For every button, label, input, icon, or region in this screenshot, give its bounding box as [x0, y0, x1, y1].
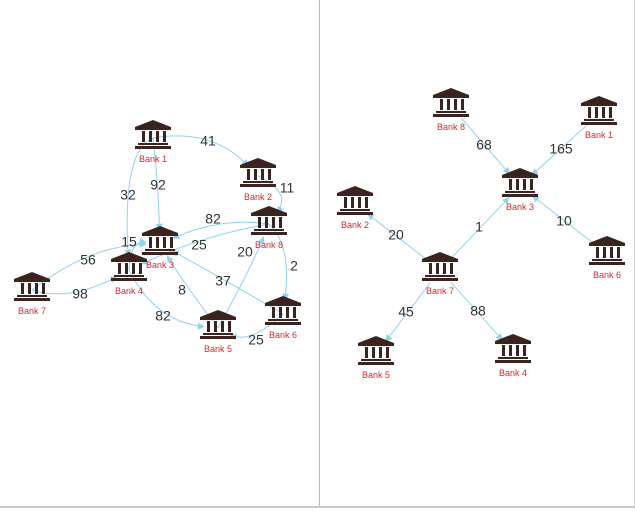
node-label: Bank 5	[204, 344, 232, 354]
node-label: Bank 1	[139, 154, 167, 164]
node-bank-7[interactable]: Bank 7	[422, 252, 458, 296]
bank-building-icon	[14, 272, 50, 301]
edge-bank-6-to-bank-3	[171, 250, 284, 315]
edge-bank-7-to-bank-5	[385, 282, 431, 342]
edge-weight-label: 10	[556, 213, 572, 229]
edge-bank-7-to-bank-2	[367, 213, 428, 261]
node-bank-8[interactable]: Bank 8	[433, 88, 469, 132]
bank-building-icon	[358, 336, 394, 365]
edge-bank-6-to-bank-5	[229, 313, 284, 341]
node-bank-1[interactable]: Bank 1	[581, 96, 617, 140]
node-bank-6[interactable]: Bank 6	[589, 236, 625, 280]
edge-bank-6-to-bank-3	[532, 195, 595, 245]
edge-bank-8-to-bank-3	[461, 117, 511, 175]
bank-building-icon	[240, 158, 276, 187]
edge-bank-7-to-bank-3	[450, 197, 510, 259]
node-label: Bank 4	[499, 368, 527, 378]
edge-weight-label: 20	[388, 227, 404, 243]
edge-weight-label: 1	[475, 219, 483, 235]
node-bank-6[interactable]: Bank 6	[265, 296, 301, 340]
edge-weight-label: 56	[80, 252, 96, 268]
edge-labels-layer: 68 165 10 1 20 45 88	[388, 137, 573, 320]
bank-building-icon	[265, 296, 301, 325]
edge-labels-layer: 41 92 32 11 82 25 2 20 37 56 98 15 82 8 25	[72, 133, 298, 348]
bank-building-icon	[337, 186, 373, 215]
edge-weight-label: 68	[476, 137, 492, 153]
edge-weight-label: 25	[248, 332, 264, 348]
nodes-layer: Bank 8 Bank 1 Bank 3 Bank 2 Bank 6 Bank 7 Bank…	[337, 88, 625, 380]
node-label: Bank 3	[146, 260, 174, 270]
edge-weight-label: 11	[280, 180, 295, 196]
bottom-edge-border	[0, 506, 635, 508]
edge-bank-4-to-bank-3	[128, 237, 147, 271]
node-label: Bank 6	[593, 270, 621, 280]
edge-weight-label: 45	[398, 304, 414, 320]
node-label: Bank 7	[18, 306, 46, 316]
edge-weight-label: 25	[191, 237, 207, 253]
edge-weight-label: 98	[72, 286, 88, 302]
edge-weight-label: 15	[121, 234, 137, 250]
edge-weight-label: 37	[215, 273, 231, 289]
bank-building-icon	[495, 334, 531, 363]
left-graph-panel: Bank 1 Bank 2 Bank 3 Bank 4 Bank 5 Bank 6 Bank…	[14, 120, 301, 354]
panel-divider	[319, 0, 320, 508]
edges-layer	[367, 117, 595, 342]
node-bank-2[interactable]: Bank 2	[337, 186, 373, 230]
edge-weight-label: 82	[155, 308, 171, 324]
edge-weight-label: 8	[178, 282, 186, 298]
node-bank-1[interactable]: Bank 1	[135, 120, 171, 164]
node-bank-5[interactable]: Bank 5	[200, 310, 236, 354]
node-bank-4[interactable]: Bank 4	[111, 252, 147, 296]
node-bank-4[interactable]: Bank 4	[495, 334, 531, 378]
bank-building-icon	[111, 252, 147, 281]
bank-building-icon	[251, 206, 287, 235]
edge-weight-label: 2	[290, 258, 298, 274]
node-bank-8[interactable]: Bank 8	[251, 206, 287, 250]
node-label: Bank 6	[269, 330, 297, 340]
edge-weight-label: 82	[205, 211, 221, 227]
node-label: Bank 4	[115, 286, 143, 296]
nodes-layer: Bank 1 Bank 2 Bank 3 Bank 4 Bank 5 Bank 6 Bank…	[14, 120, 301, 354]
edge-bank-1-to-bank-3	[531, 124, 588, 176]
node-bank-3[interactable]: Bank 3	[502, 168, 538, 212]
node-bank-7[interactable]: Bank 7	[14, 272, 50, 316]
node-label: Bank 8	[255, 240, 283, 250]
bank-building-icon	[433, 88, 469, 117]
edge-weight-label: 32	[120, 187, 136, 203]
edge-bank-7-to-bank-4	[450, 281, 503, 341]
bank-building-icon	[200, 310, 236, 339]
node-label: Bank 8	[437, 122, 465, 132]
edge-bank-8-to-bank-4	[140, 223, 270, 265]
bank-building-icon	[135, 120, 171, 149]
bank-building-icon	[502, 168, 538, 197]
node-label: Bank 2	[341, 220, 369, 230]
edge-bank-7-to-bank-4	[31, 276, 118, 295]
bank-building-icon	[589, 236, 625, 265]
node-bank-3[interactable]: Bank 3	[142, 226, 178, 270]
bank-building-icon	[142, 226, 178, 255]
node-label: Bank 5	[362, 370, 390, 380]
node-label: Bank 7	[426, 286, 454, 296]
node-label: Bank 1	[585, 130, 613, 140]
edge-weight-label: 41	[200, 133, 216, 149]
right-graph-panel: Bank 8 Bank 1 Bank 3 Bank 2 Bank 6 Bank 7 Bank…	[337, 88, 625, 380]
edge-weight-label: 165	[549, 141, 573, 157]
node-label: Bank 2	[244, 192, 272, 202]
node-bank-2[interactable]: Bank 2	[240, 158, 276, 202]
edge-weight-label: 20	[237, 244, 253, 260]
edge-bank-1-to-bank-4	[124, 137, 154, 257]
edge-weight-label: 92	[150, 177, 166, 193]
bank-building-icon	[422, 252, 458, 281]
edges-layer	[31, 135, 290, 341]
node-label: Bank 3	[506, 202, 534, 212]
edge-bank-8-to-bank-6	[268, 223, 290, 301]
bank-building-icon	[581, 96, 617, 125]
edge-weight-label: 88	[470, 303, 486, 319]
node-bank-5[interactable]: Bank 5	[358, 336, 394, 380]
